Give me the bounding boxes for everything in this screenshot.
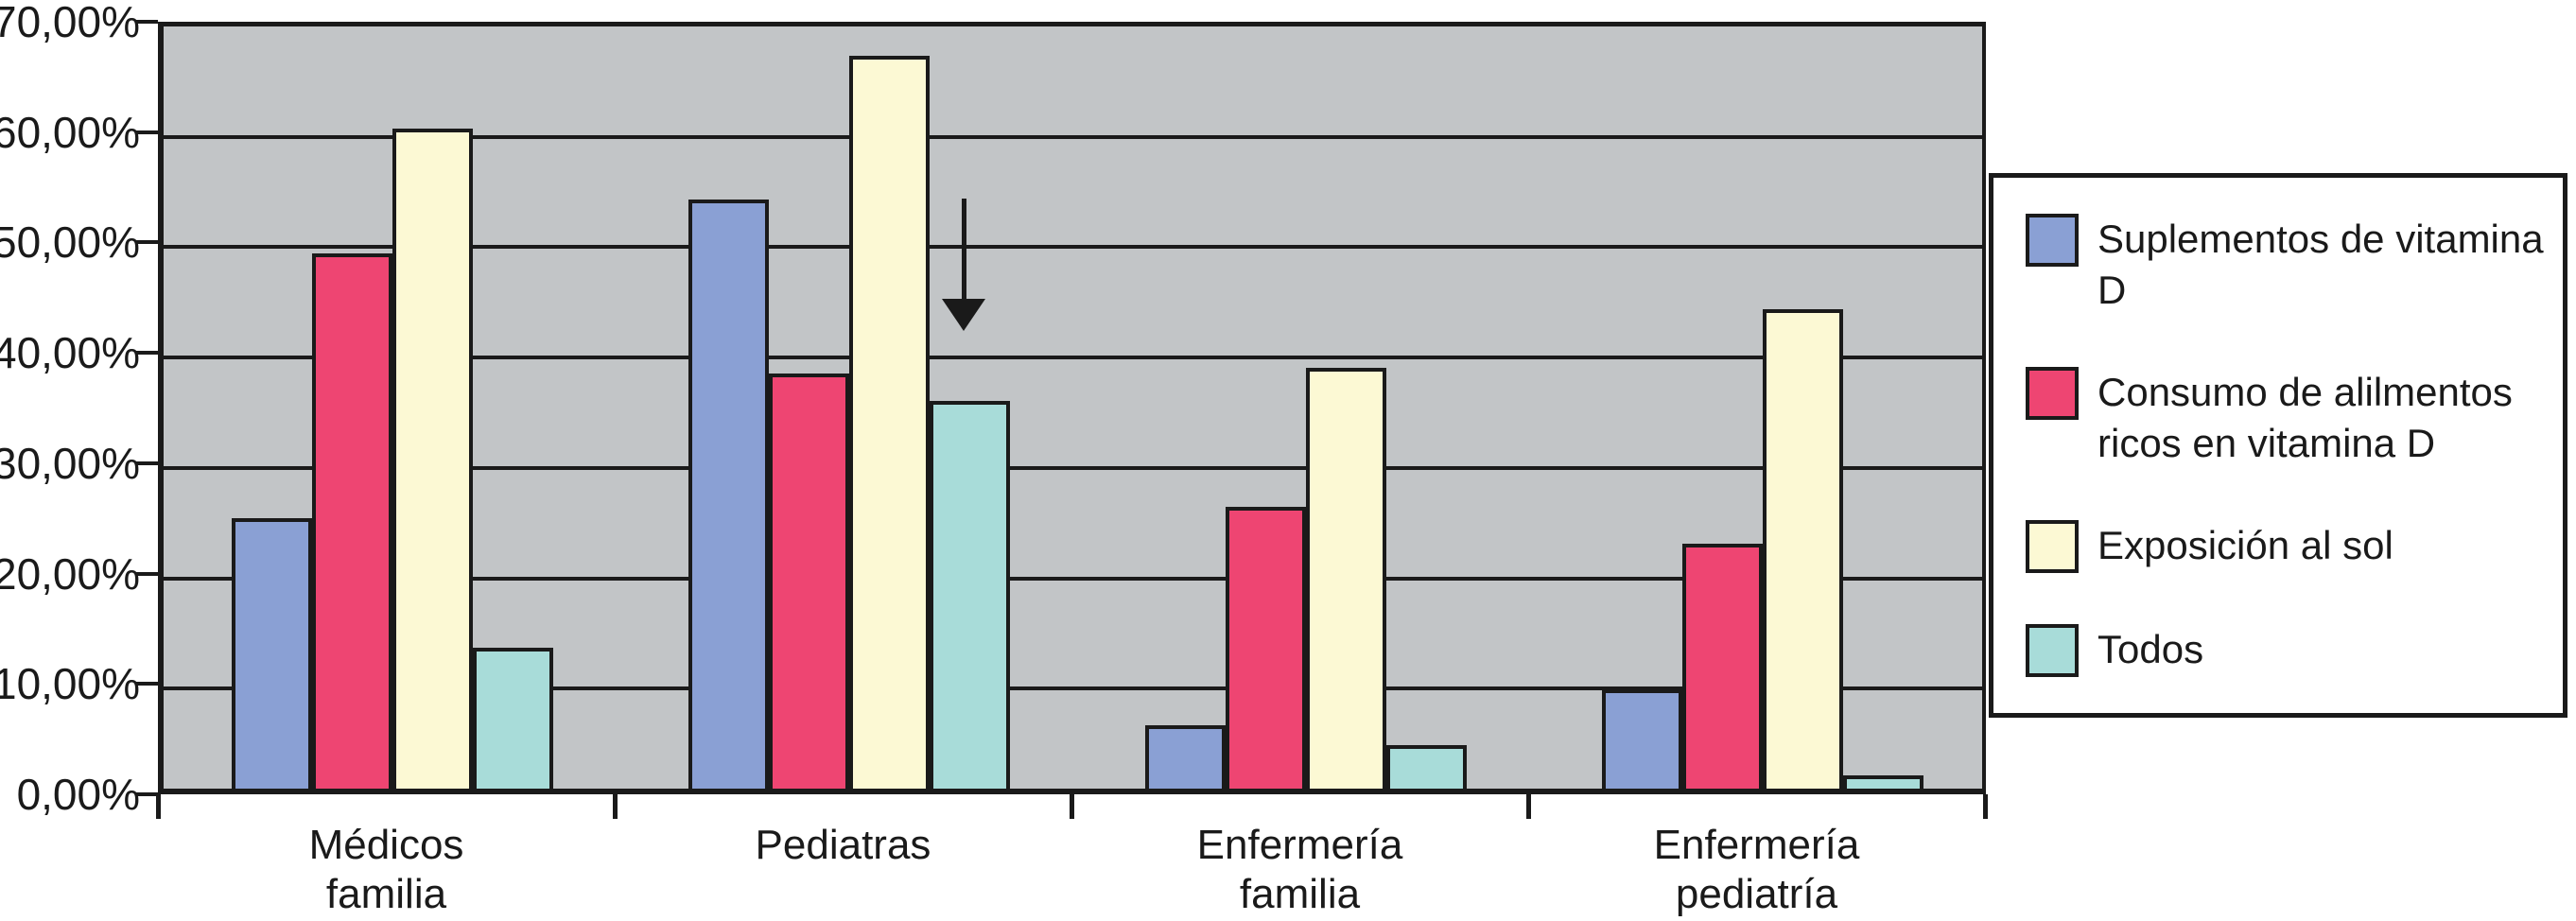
legend-swatch [2026, 624, 2079, 677]
y-tick-label: 10,00% [0, 659, 140, 709]
gridline [164, 576, 1982, 581]
bar-3-3 [1305, 368, 1386, 789]
legend-item-3: Exposición al sol [2026, 520, 2563, 573]
bar-3-4 [1385, 745, 1467, 789]
bar-4-3 [1762, 309, 1843, 789]
x-category-label: Pediatras [755, 822, 931, 868]
legend-swatch [2026, 214, 2079, 267]
legend: Suplementos de vitamina D Consumo de alil… [1989, 173, 2567, 718]
y-tick-mark [135, 20, 158, 24]
down-arrow-icon [942, 298, 985, 331]
y-tick-mark [135, 351, 158, 356]
legend-item-1: Suplementos de vitamina D [2026, 214, 2563, 316]
y-tick-mark [135, 792, 158, 796]
y-tick-label: 70,00% [0, 0, 140, 46]
bar-4-4 [1842, 775, 1923, 789]
y-tick-label: 0,00% [16, 770, 140, 819]
y-tick-label: 50,00% [0, 217, 140, 268]
legend-item-4: Todos [2026, 624, 2563, 677]
bar-4-1 [1601, 688, 1682, 789]
legend-item-2: Consumo de alilmentos ricos en vitamina … [2026, 367, 2563, 469]
gridline [164, 245, 1982, 250]
bar-2-1 [688, 199, 769, 789]
legend-label: Consumo de alilmentos ricos en vitamina … [2097, 370, 2513, 465]
bar-3-2 [1225, 507, 1306, 789]
bar-4-2 [1681, 543, 1763, 789]
bar-3-1 [1144, 725, 1226, 789]
gridline [164, 465, 1982, 470]
bar-1-4 [472, 647, 553, 789]
legend-label: Todos [2097, 627, 2204, 671]
bar-1-3 [392, 129, 473, 789]
y-tick-label: 40,00% [0, 328, 140, 378]
legend-label: Exposición al sol [2097, 523, 2393, 567]
gridline [164, 686, 1982, 691]
y-tick-mark [135, 460, 158, 465]
down-arrow-stem [961, 198, 966, 299]
x-tick-mark [156, 794, 161, 819]
bar-1-2 [311, 252, 392, 789]
y-tick-label: 20,00% [0, 548, 140, 599]
y-tick-mark [135, 240, 158, 245]
y-tick-label: 30,00% [0, 438, 140, 488]
bar-2-2 [768, 374, 849, 789]
gridline [164, 134, 1982, 139]
plot-area [158, 22, 1986, 794]
bar-2-3 [848, 56, 930, 789]
y-tick-mark [135, 682, 158, 686]
bar-2-4 [929, 401, 1010, 789]
x-category-label: Enfermería pediatría [1653, 822, 1860, 917]
y-tick-label: 60,00% [0, 107, 140, 157]
x-tick-mark [1526, 794, 1531, 819]
x-category-label: Médicos familia [308, 822, 464, 917]
legend-swatch [2026, 520, 2079, 573]
y-tick-mark [135, 571, 158, 576]
gridline [164, 356, 1982, 360]
legend-label: Suplementos de vitamina D [2097, 217, 2544, 312]
x-tick-mark [613, 794, 618, 819]
x-category-label: Enfermería familia [1196, 822, 1403, 917]
y-tick-mark [135, 130, 158, 134]
x-tick-mark [1983, 794, 1988, 819]
bar-1-1 [231, 518, 312, 789]
x-tick-mark [1070, 794, 1074, 819]
legend-swatch [2026, 367, 2079, 420]
